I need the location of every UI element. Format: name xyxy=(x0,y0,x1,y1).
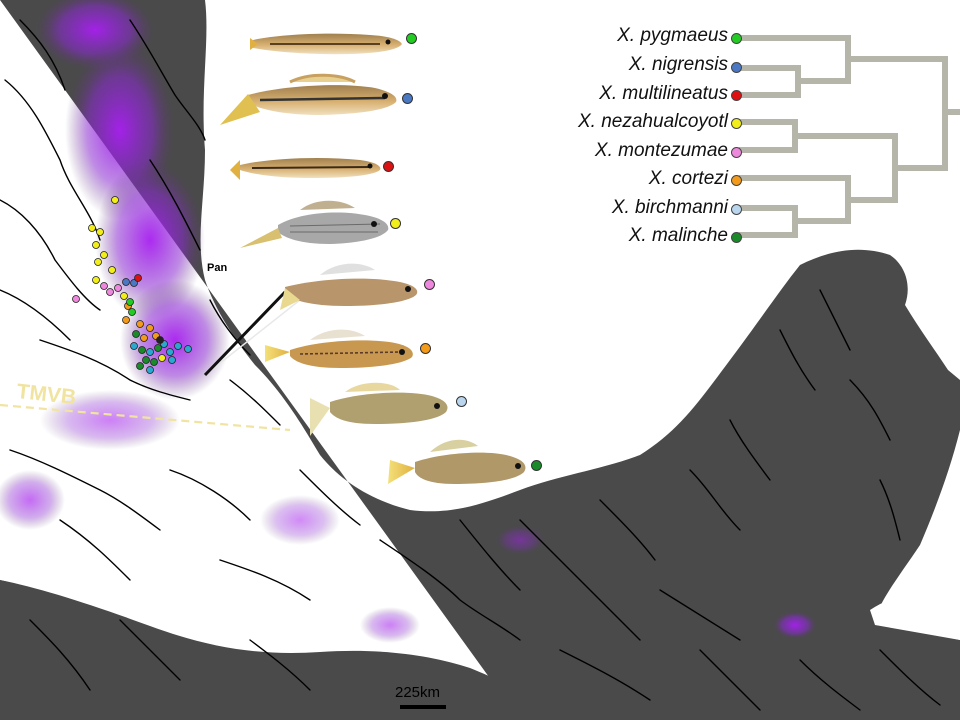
fish-nezahualcoyotl xyxy=(240,200,389,248)
fish-marker-pygmaeus xyxy=(406,33,417,44)
species-label-malinche: X. malinche xyxy=(628,225,728,246)
species-label-cortezi: X. cortezi xyxy=(648,168,728,189)
species-label-multilineatus: X. multilineatus xyxy=(599,83,728,104)
fish-marker-nigrensis xyxy=(402,93,413,104)
species-label-pygmaeus: X. pygmaeus xyxy=(617,25,728,46)
fish-marker-multilineatus xyxy=(383,161,394,172)
highland-east xyxy=(495,525,545,555)
highland-south-3 xyxy=(360,607,420,643)
fish-marker-montezumae xyxy=(424,279,435,290)
fish-pygmaeus xyxy=(250,33,402,55)
scale-bar xyxy=(400,705,446,709)
phylogeny-tree xyxy=(739,35,960,238)
locality-points xyxy=(72,196,192,374)
fish-malinche xyxy=(388,439,526,484)
species-dot-multilineatus xyxy=(731,90,742,101)
species-dot-pygmaeus xyxy=(731,33,742,44)
pan-pointer-line xyxy=(204,299,301,376)
pan-site-label: Pan xyxy=(207,262,228,274)
species-dot-nezahualcoyotl xyxy=(731,118,742,129)
species-dot-montezumae xyxy=(731,147,742,158)
highland-yucatan xyxy=(773,611,817,639)
species-dot-cortezi xyxy=(731,175,742,186)
fish-multilineatus xyxy=(230,157,381,180)
fish-marker-nezahualcoyotl xyxy=(390,218,401,229)
highland-south-2 xyxy=(260,495,340,545)
species-dot-malinche xyxy=(731,232,742,243)
highland-south-1 xyxy=(0,470,65,530)
yucatan-coast-gap xyxy=(870,598,960,640)
species-dot-birchmanni xyxy=(731,204,742,215)
river-network xyxy=(0,19,941,711)
fish-nigrensis xyxy=(220,73,397,125)
species-dot-nigrensis xyxy=(731,62,742,73)
species-label-nezahualcoyotl: X. nezahualcoyotl xyxy=(578,111,728,132)
fish-marker-cortezi xyxy=(420,343,431,354)
highland-tmvb xyxy=(40,390,180,450)
scale-label: 225km xyxy=(395,684,441,701)
fish-cortezi xyxy=(265,329,413,368)
highland-sierra-3 xyxy=(120,280,230,400)
highland-sierra-2 xyxy=(95,160,205,320)
tmvb-dashed-line xyxy=(0,403,291,432)
fish-marker-malinche xyxy=(531,460,542,471)
fish-birchmanni xyxy=(310,382,448,436)
fish-montezumae xyxy=(203,263,418,377)
pacific-coast-land xyxy=(0,580,560,720)
species-label-nigrensis: X. nigrensis xyxy=(628,54,728,75)
fish-marker-birchmanni xyxy=(456,396,467,407)
species-label-montezumae: X. montezumae xyxy=(594,140,728,161)
species-label-birchmanni: X. birchmanni xyxy=(611,197,728,218)
